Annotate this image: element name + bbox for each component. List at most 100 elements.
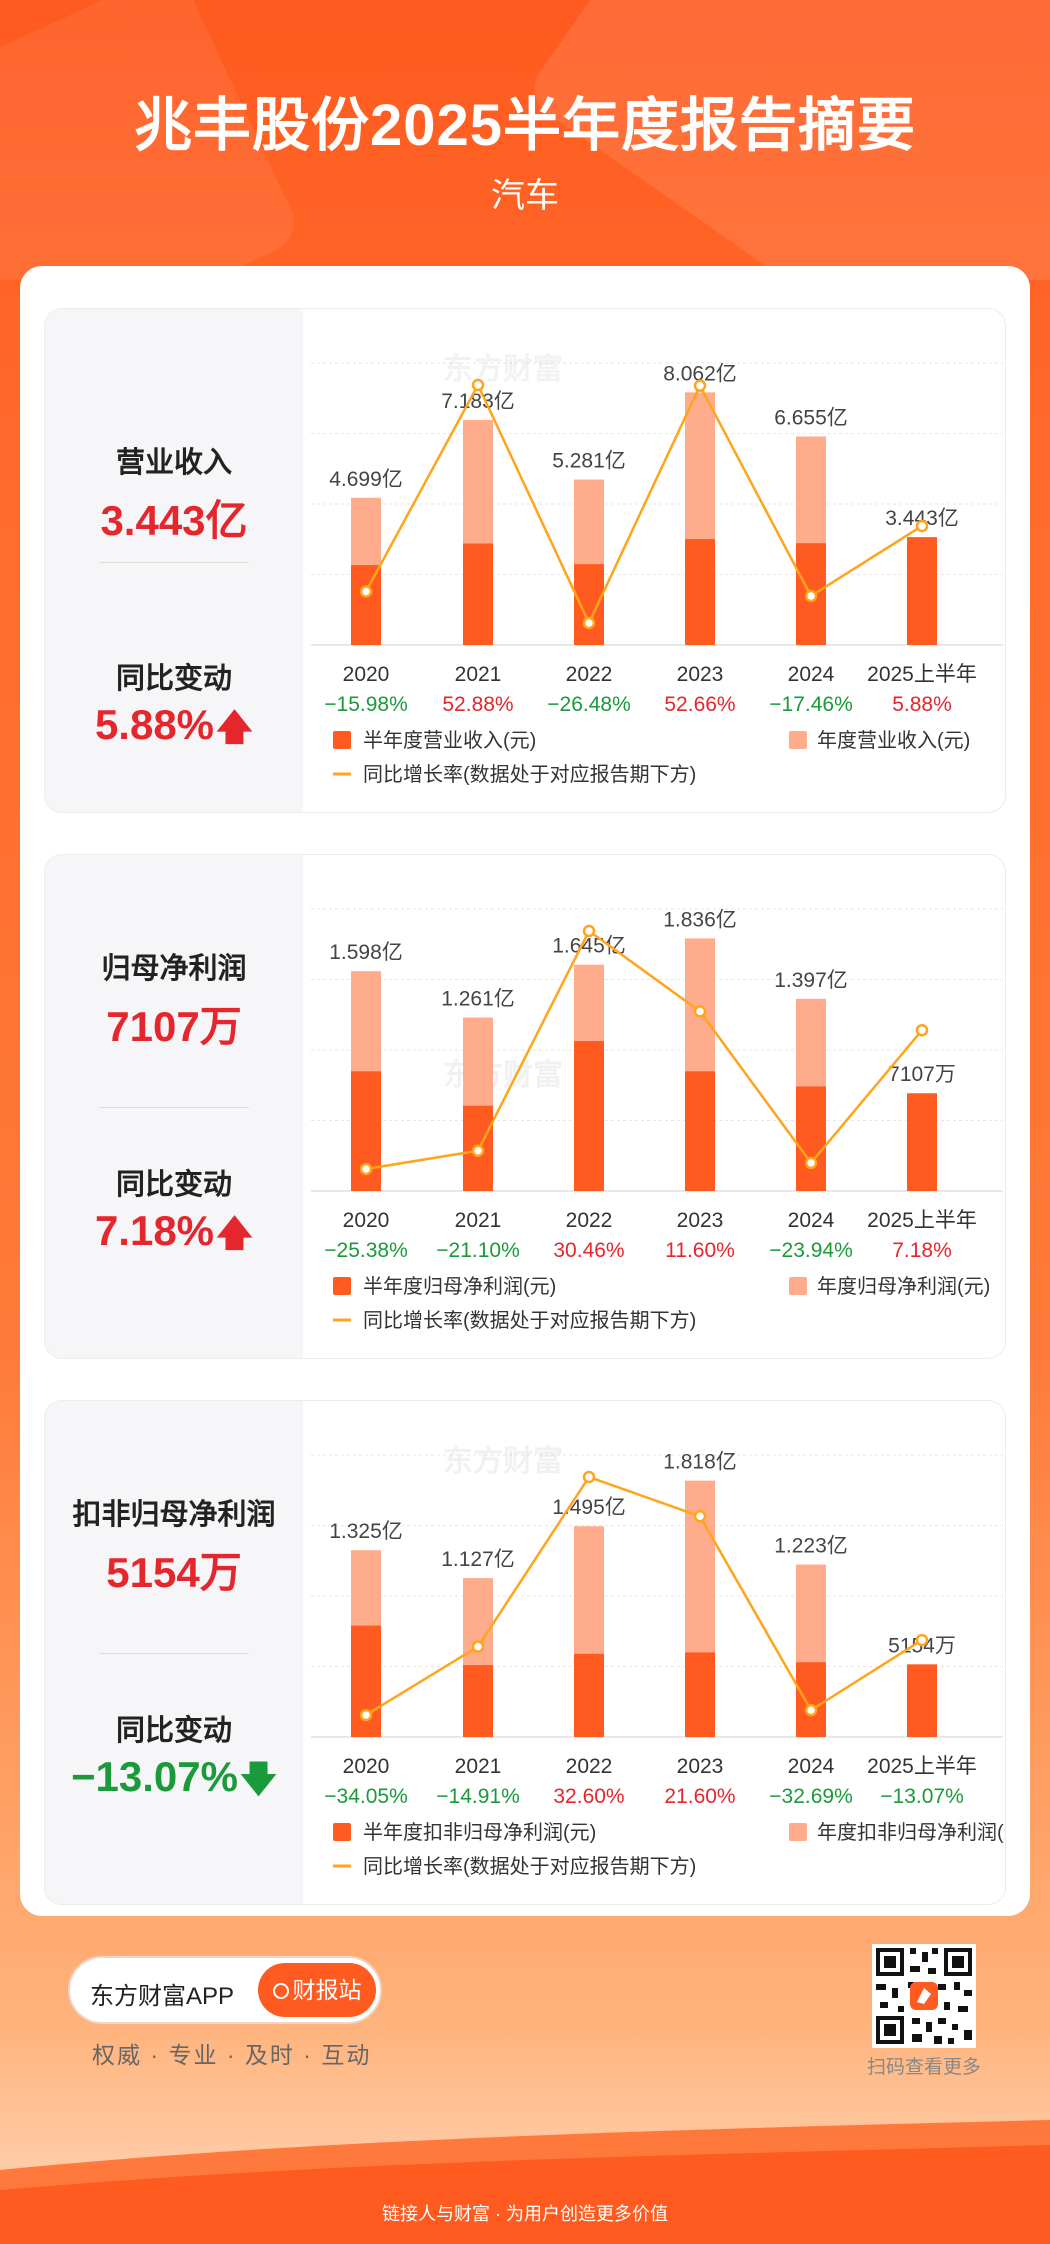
app-search-pill[interactable]: 东方财富APP 财报站 [68, 1956, 382, 2024]
metric-summary: 归母净利润 7107万 同比变动 7.18%🡅 [45, 855, 303, 1358]
bar-value-label: 7.183亿 [441, 390, 515, 413]
page-subtitle: 汽车 [491, 177, 559, 215]
bar-value-label: 1.397亿 [774, 969, 848, 992]
growth-label: 7.18% [892, 1239, 952, 1262]
category-label: 2024 [788, 1755, 835, 1778]
legend-swatch [789, 1277, 807, 1295]
change-value-text: 5.88% [94, 701, 215, 748]
category-label: 2021 [455, 1209, 502, 1232]
category-label: 2024 [788, 1209, 835, 1232]
growth-label: −32.69% [769, 1785, 853, 1808]
growth-label: 52.66% [664, 693, 735, 716]
page-title: 兆丰股份2025半年度报告摘要 [133, 93, 917, 158]
category-label: 2022 [566, 663, 613, 686]
growth-point [804, 1703, 818, 1717]
watermark-text: 东方财富 [443, 1058, 563, 1092]
growth-point [471, 1144, 485, 1158]
growth-point [582, 924, 596, 938]
growth-point [582, 616, 596, 630]
half-year-bar [685, 1071, 715, 1191]
growth-point [582, 1470, 596, 1484]
growth-point [915, 519, 929, 533]
deducted-profit-chart: 东方财富1.325亿1.127亿1.495亿1.818亿1.223亿5154万2… [311, 1444, 1005, 1878]
metric-summary: 营业收入 3.443亿 同比变动 5.88%🡅 [45, 309, 303, 812]
bottom-wave [0, 2120, 1050, 2244]
growth-label: −13.07% [880, 1785, 964, 1808]
legend-swatch [333, 1823, 351, 1841]
growth-label: 5.88% [892, 693, 952, 716]
change-value: −13.07%🡇 [45, 1753, 303, 1814]
change-label: 同比变动 [115, 663, 232, 695]
bar-value-label: 3.443亿 [885, 507, 959, 530]
growth-label: −21.10% [436, 1239, 520, 1262]
half-year-bar [351, 565, 381, 645]
change-value: 5.88%🡅 [45, 701, 303, 762]
button-label: 财报站 [292, 1977, 362, 2003]
metric-value: 7107万 [106, 1003, 242, 1050]
legend-swatch [333, 731, 351, 749]
bar-value-label: 1.645亿 [552, 935, 626, 958]
change-value: 7.18%🡅 [45, 1207, 303, 1268]
legend-label: 同比增长率(数据处于对应报告期下方) [363, 763, 696, 786]
category-label: 2025上半年 [867, 1755, 977, 1778]
bar-value-label: 8.062亿 [663, 362, 737, 385]
category-label: 2023 [677, 1209, 724, 1232]
category-label: 2020 [343, 1755, 390, 1778]
category-label: 2024 [788, 663, 835, 686]
arrow-down-icon: 🡇 [239, 1758, 277, 1799]
legend-label: 年度营业收入(元) [817, 729, 970, 752]
arrow-up-icon: 🡅 [216, 706, 254, 747]
growth-point [359, 1708, 373, 1722]
change-value-text: 7.18% [94, 1207, 215, 1254]
half-year-bar [463, 543, 493, 645]
growth-point [804, 1156, 818, 1170]
category-label: 2021 [455, 1755, 502, 1778]
app-name: 东方财富APP [90, 1983, 235, 2010]
growth-line [364, 382, 923, 626]
bar-value-label: 5.281亿 [552, 450, 626, 473]
change-value-text: −13.07% [71, 1753, 238, 1800]
bar-value-label: 7107万 [888, 1063, 956, 1086]
growth-point [359, 1162, 373, 1176]
legend-label: 同比增长率(数据处于对应报告期下方) [363, 1309, 696, 1332]
report-station-button[interactable]: 财报站 [258, 1963, 376, 2017]
growth-label: 11.60% [665, 1239, 735, 1262]
metric-label: 营业收入 [115, 447, 232, 479]
bar-value-label: 1.223亿 [774, 1535, 848, 1558]
growth-label: −26.48% [547, 693, 631, 716]
bar-value-label: 1.836亿 [663, 908, 737, 931]
net-profit-chart: 东方财富 1.598亿 1.261亿 1.645亿 1.836亿 1.397亿 7107万 2… [311, 908, 1003, 1332]
bar-value-label: 1.325亿 [329, 1520, 403, 1543]
deducted-profit-card: 扣非归母净利润 5154万 同比变动 −13.07%🡇 东方财富 1.325亿 1.… [44, 1400, 1006, 1905]
half-year-bar [907, 1664, 937, 1737]
half-year-bar [574, 1653, 604, 1737]
growth-point [693, 1510, 707, 1523]
growth-label: 52.88% [442, 693, 513, 716]
qr-code-icon[interactable] [872, 1944, 976, 2048]
category-label: 2023 [677, 663, 724, 686]
header: 兆丰股份2025半年度报告摘要 汽车 [0, 0, 1050, 280]
growth-point [693, 379, 707, 392]
legend-swatch [789, 731, 807, 749]
bar-value-label: 1.127亿 [441, 1548, 515, 1571]
search-icon [272, 1983, 289, 1999]
growth-point [471, 1640, 485, 1653]
metric-value: 5154万 [106, 1549, 242, 1596]
change-label: 同比变动 [115, 1169, 232, 1201]
growth-point [915, 1633, 929, 1647]
growth-point [693, 1005, 707, 1018]
growth-label: −15.98% [324, 693, 408, 716]
metric-summary: 扣非归母净利润 5154万 同比变动 −13.07%🡇 [45, 1401, 303, 1904]
growth-label: 30.46% [553, 1239, 624, 1262]
legend-label: 半年度营业收入(元) [363, 729, 536, 752]
net-profit-card: 归母净利润 7107万 同比变动 7.18%🡅 东方财富 1.598亿 1.261亿… [44, 854, 1006, 1359]
legend-swatch [789, 1823, 807, 1841]
growth-point [915, 1023, 929, 1037]
growth-label: −23.94% [769, 1239, 853, 1262]
change-label: 同比变动 [115, 1715, 232, 1747]
bar-value-label: 4.699亿 [329, 468, 403, 491]
half-year-bar [685, 1652, 715, 1737]
divider [99, 562, 249, 563]
legend-label: 半年度扣非归母净利润(元) [363, 1821, 596, 1844]
arrow-up-icon: 🡅 [216, 1212, 254, 1253]
